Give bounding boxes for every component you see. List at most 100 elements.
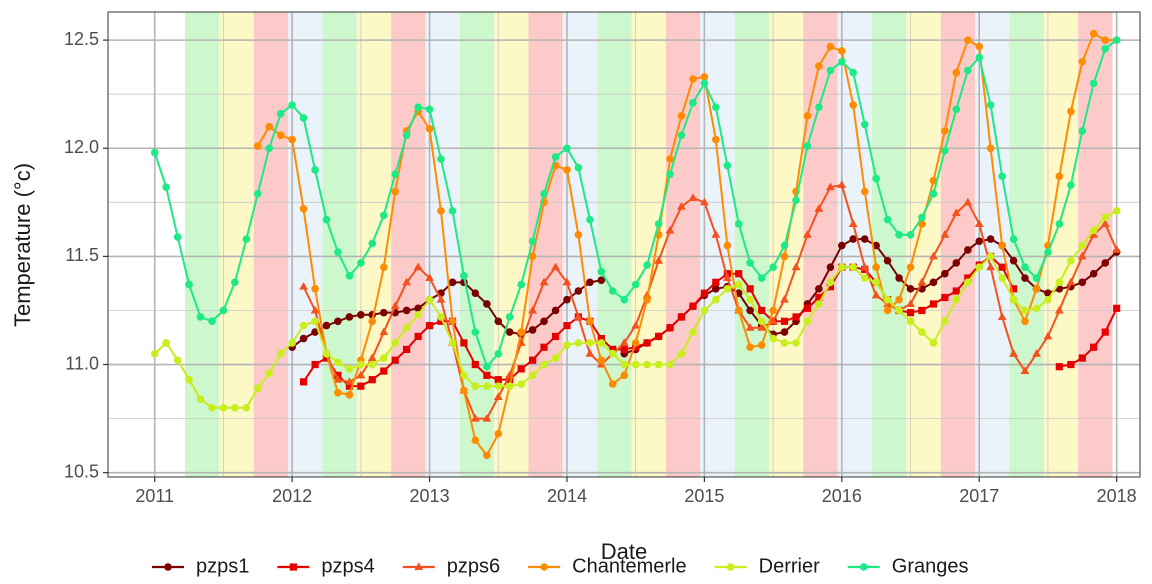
marker [963,197,973,206]
marker [666,170,674,179]
marker [322,349,331,358]
marker [1055,172,1064,181]
marker [1043,331,1053,340]
marker [986,262,996,271]
marker [700,79,709,88]
marker [918,213,926,222]
marker [219,306,228,315]
marker [700,289,708,297]
marker [872,174,880,183]
marker [964,66,972,75]
marker [986,235,995,243]
marker [746,343,754,352]
marker [643,295,651,304]
legend-item: Derrier [714,555,820,577]
marker [574,230,583,239]
marker [322,354,331,362]
marker [689,75,697,83]
marker [757,274,766,282]
marker [826,278,835,287]
marker [769,306,777,315]
marker [482,414,492,422]
marker [299,321,308,330]
marker [620,295,629,304]
marker [1077,251,1087,260]
marker [367,353,377,362]
legend-item: pzps6 [402,555,500,577]
marker [986,252,995,261]
marker [871,290,881,299]
marker [173,233,182,241]
marker [815,293,823,302]
marker [597,334,605,343]
marker [906,263,915,272]
marker [826,283,834,291]
marker [780,252,789,261]
marker [483,451,491,460]
marker [941,269,949,278]
marker [265,144,273,153]
marker [1009,349,1018,357]
marker [780,295,789,303]
marker [242,235,251,243]
marker [1032,349,1041,357]
marker [906,299,915,307]
marker [952,287,960,295]
marker [998,172,1006,181]
season-band [665,12,701,477]
marker [413,262,423,271]
marker [757,341,766,349]
x-tick-label: 2018 [1097,486,1137,506]
marker [1044,248,1052,256]
marker [311,317,319,326]
marker [242,403,251,412]
marker [563,144,571,153]
legend-label: pzps4 [321,555,374,577]
marker [414,310,422,319]
marker [437,207,445,215]
marker [998,241,1006,250]
marker [1054,305,1064,314]
marker [470,414,480,422]
marker [379,354,388,362]
marker [929,278,938,287]
marker [425,322,434,330]
marker [1067,256,1075,265]
marker [1067,360,1075,369]
marker [608,380,617,388]
marker [265,122,273,131]
marker [425,105,434,114]
marker [551,354,560,362]
marker [540,360,548,369]
marker [1066,277,1076,286]
marker [1044,295,1052,304]
marker [746,306,754,315]
marker [1021,274,1029,282]
marker [164,563,172,571]
marker [311,328,319,336]
marker [632,343,640,351]
marker [1078,278,1087,287]
marker [505,382,514,390]
marker [666,324,674,332]
marker [368,239,377,248]
marker [357,360,365,369]
season-band [322,12,357,477]
marker [345,382,354,390]
x-axis-title: Date [601,539,647,564]
marker [906,230,915,239]
marker [368,360,377,369]
marker [185,375,193,384]
marker [528,237,537,246]
marker [390,301,400,310]
marker [1089,79,1098,88]
marker [883,295,892,304]
marker [711,135,720,144]
x-tick-label: 2015 [684,486,724,506]
marker [540,563,548,571]
marker [700,73,709,81]
legend-item: Granges [847,555,968,577]
marker [964,246,972,254]
marker [265,369,273,377]
